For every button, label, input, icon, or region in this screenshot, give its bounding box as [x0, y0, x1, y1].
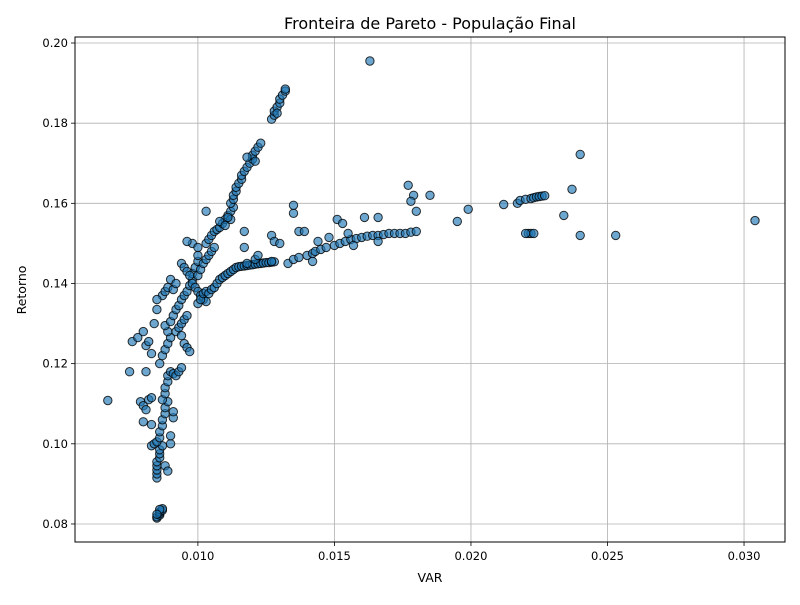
x-axis-label: VAR — [418, 570, 443, 585]
data-point — [567, 184, 577, 195]
data-point — [324, 232, 334, 243]
data-point — [165, 431, 176, 441]
data-point — [559, 210, 569, 221]
data-point — [171, 278, 181, 289]
data-point — [124, 367, 135, 377]
data-point — [611, 230, 621, 241]
data-point — [152, 509, 162, 519]
x-tick-label: 0.025 — [591, 549, 624, 563]
data-point — [182, 310, 192, 321]
y-tick-label: 0.12 — [42, 357, 68, 371]
data-point — [463, 204, 473, 215]
data-point — [155, 358, 165, 369]
data-point — [165, 439, 176, 449]
data-point — [275, 238, 285, 249]
data-point — [321, 242, 331, 253]
data-point — [250, 156, 260, 166]
data-point — [575, 149, 585, 160]
x-tick-label: 0.020 — [454, 549, 487, 563]
grid-lines — [75, 37, 785, 542]
x-tick-label: 0.015 — [318, 549, 351, 563]
axis-ticks: 0.010 0.015 0.020 0.025 0.030 0.08 0.10 0.12 0.1… — [42, 36, 760, 563]
data-point — [280, 84, 290, 94]
data-point — [373, 212, 383, 223]
data-point — [239, 226, 250, 237]
data-points — [103, 56, 760, 523]
data-point — [176, 363, 187, 373]
data-point — [152, 294, 162, 305]
data-point — [348, 240, 359, 251]
data-point — [452, 216, 462, 227]
data-point — [272, 108, 282, 118]
data-point — [359, 212, 370, 223]
data-point — [146, 348, 157, 359]
y-tick-label: 0.14 — [42, 276, 68, 290]
data-point — [185, 346, 195, 357]
data-point — [575, 230, 585, 241]
data-point — [138, 417, 149, 427]
data-point — [750, 215, 760, 226]
y-tick-label: 0.18 — [42, 116, 68, 130]
data-point — [337, 218, 348, 229]
data-point — [253, 250, 263, 261]
data-point — [141, 367, 151, 377]
x-tick-label: 0.010 — [181, 549, 214, 563]
data-point — [146, 393, 157, 403]
data-point — [411, 206, 421, 217]
y-tick-label: 0.16 — [42, 196, 68, 210]
x-tick-label: 0.030 — [728, 549, 761, 563]
data-point — [138, 326, 149, 337]
data-point — [146, 419, 157, 430]
data-point — [529, 228, 539, 239]
data-point — [403, 180, 413, 191]
data-point — [209, 242, 220, 253]
data-point — [152, 304, 162, 315]
data-point — [133, 332, 143, 343]
data-point — [299, 226, 310, 237]
data-point — [193, 242, 203, 253]
data-point — [176, 330, 187, 341]
y-tick-label: 0.08 — [42, 517, 68, 531]
data-point — [185, 270, 195, 281]
data-point — [182, 236, 192, 247]
data-point — [288, 208, 299, 219]
data-point — [294, 252, 304, 263]
data-point — [223, 212, 233, 223]
y-tick-label: 0.20 — [42, 36, 68, 50]
y-axis-label: Retorno — [14, 266, 29, 315]
y-tick-label: 0.10 — [42, 437, 68, 451]
data-point — [149, 318, 159, 329]
data-point — [256, 138, 266, 148]
data-point — [144, 336, 154, 347]
data-point — [425, 190, 435, 201]
data-point — [343, 228, 353, 239]
data-point — [365, 56, 375, 66]
data-point — [406, 196, 416, 207]
data-point — [193, 250, 203, 261]
data-point — [168, 407, 179, 417]
chart-title: Fronteira de Pareto - População Final — [284, 14, 576, 33]
data-point — [520, 228, 531, 239]
data-point — [103, 395, 113, 406]
data-point — [313, 236, 323, 247]
data-point — [266, 256, 277, 267]
data-point — [242, 258, 252, 269]
data-point — [373, 236, 383, 247]
data-point — [540, 191, 550, 201]
data-point — [307, 256, 318, 267]
data-point — [239, 242, 250, 253]
data-point — [163, 466, 173, 476]
data-point — [411, 226, 421, 237]
data-point — [141, 405, 151, 415]
data-point — [201, 206, 211, 217]
plot-area-frame — [74, 36, 786, 543]
data-point — [288, 200, 299, 211]
data-point — [242, 152, 252, 162]
data-point — [499, 199, 509, 210]
